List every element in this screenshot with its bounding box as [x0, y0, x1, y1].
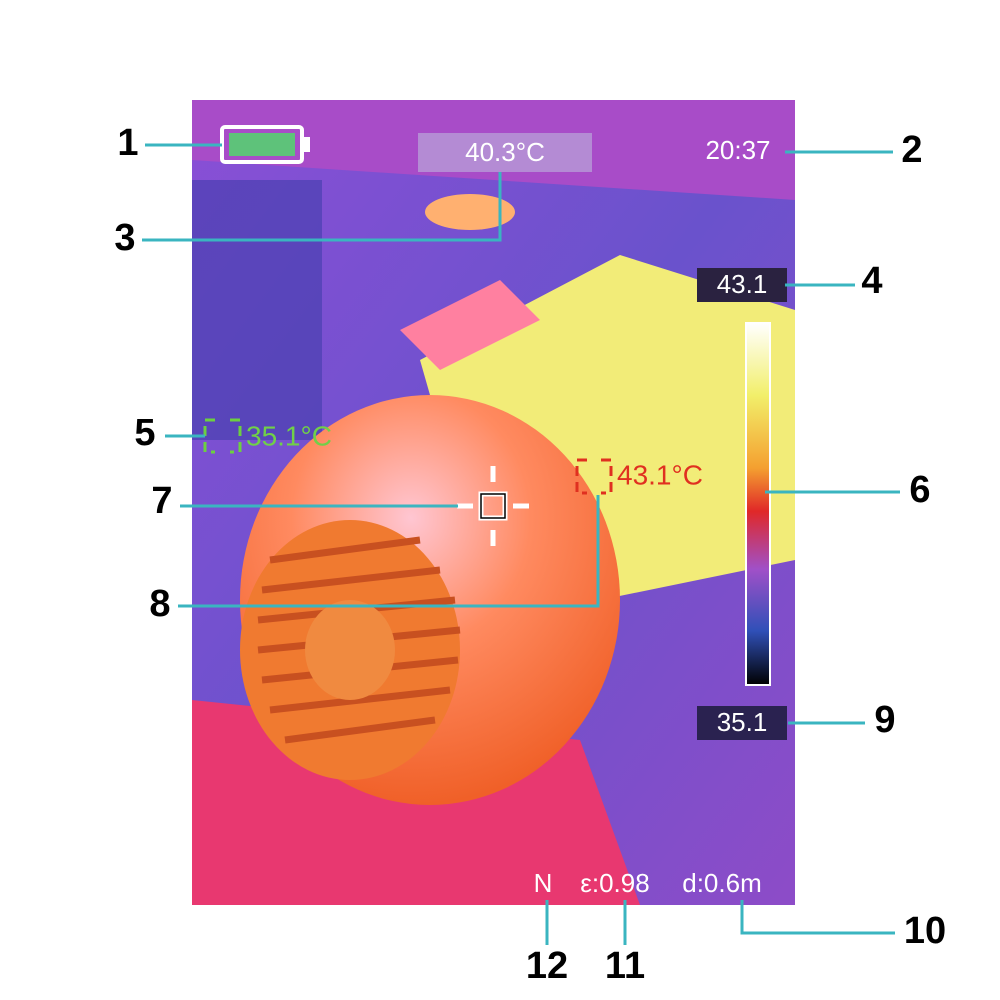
callout-label: 2 — [901, 129, 922, 171]
center-temp: 40.3°C — [465, 137, 545, 167]
mode: N — [534, 868, 553, 898]
color-scale — [745, 322, 771, 686]
hot-spot-marker — [575, 458, 613, 495]
callout-label: 9 — [874, 699, 895, 741]
scale-max: 43.1 — [717, 269, 768, 299]
distance: d:0.6m — [682, 868, 762, 898]
scale-min: 35.1 — [717, 707, 768, 737]
max-box — [697, 268, 787, 302]
battery-level — [229, 133, 295, 156]
min-box — [697, 706, 787, 740]
thermal-image — [192, 100, 795, 905]
callout-label: 1 — [117, 122, 138, 164]
callout-label: 12 — [526, 945, 568, 987]
callout-label: 5 — [134, 412, 155, 454]
callout-label: 11 — [605, 945, 645, 987]
callout-label: 6 — [909, 469, 930, 511]
callout-label: 4 — [861, 260, 882, 302]
emissivity: ε:0.98 — [580, 868, 649, 898]
clock: 20:37 — [705, 135, 770, 165]
callout-label: 3 — [114, 217, 135, 259]
hot-spot-temp: 43.1°C — [617, 459, 703, 490]
center-temp-box — [418, 133, 592, 172]
cold-spot-temp: 35.1°C — [246, 420, 332, 451]
battery-tip — [302, 137, 310, 152]
callout-label: 7 — [151, 480, 172, 522]
callout-lines — [142, 143, 900, 945]
callout-label: 10 — [904, 910, 946, 952]
callout-label: 8 — [149, 583, 170, 625]
